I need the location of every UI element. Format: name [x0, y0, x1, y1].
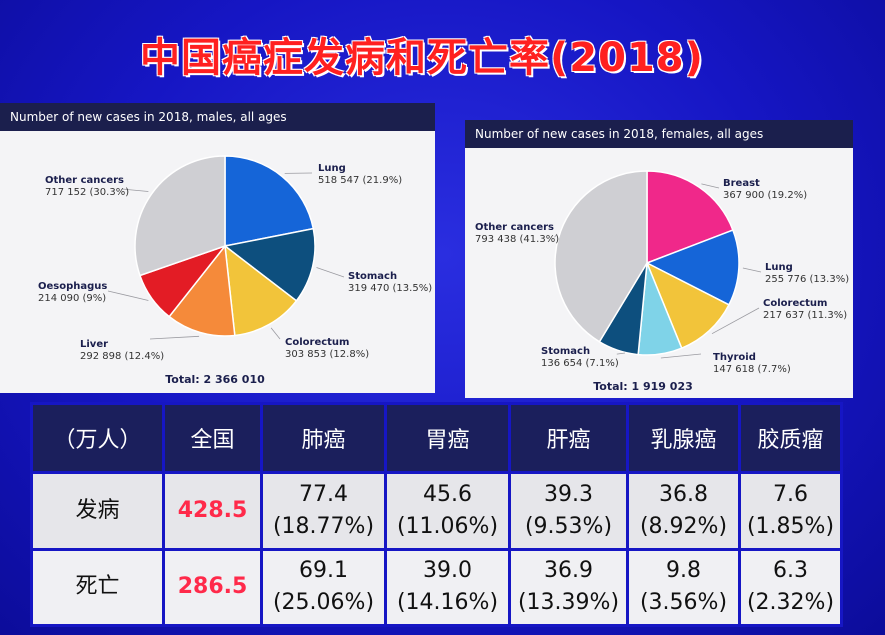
- table-header-row: （万人） 全国 肺癌 胃癌 肝癌 乳腺癌 胶质瘤: [30, 402, 843, 474]
- females-value-label: 136 654 (7.1%): [541, 358, 619, 369]
- header-breast-cancer: 乳腺癌: [626, 402, 741, 474]
- header-liver-cancer: 肝癌: [508, 402, 629, 474]
- cell-value: 77.4: [299, 481, 348, 507]
- females-slice-other-cancers: [554, 170, 648, 343]
- males-value-label: 214 090 (9%): [38, 293, 106, 304]
- females-value-label: 217 637 (11.3%): [763, 310, 847, 321]
- males-value-label: 292 898 (12.4%): [80, 351, 164, 362]
- cell-value: 45.6: [423, 481, 472, 507]
- table-cell: 36.8 (8.92%): [626, 471, 741, 551]
- females-label-lung: Lung: [765, 262, 793, 273]
- cell-percent: (18.77%): [272, 513, 375, 539]
- females-leader-line: [616, 352, 626, 355]
- females-leader-line: [742, 267, 762, 273]
- males-value-label: 717 152 (30.3%): [45, 187, 129, 198]
- males-slice-colorectum: [224, 244, 298, 337]
- table-cell: 9.8 (3.56%): [626, 547, 741, 627]
- males-value-label: 303 853 (12.8%): [285, 349, 369, 360]
- header-unit: （万人）: [30, 402, 165, 474]
- males-label-liver: Liver: [80, 339, 108, 350]
- males-label-lung: Lung: [318, 163, 346, 174]
- cell-percent: (13.39%): [517, 590, 620, 616]
- slide-title: 中国癌症发病和死亡率(2018): [140, 35, 704, 81]
- cell-value: 9.8: [666, 558, 701, 584]
- males-leader-line: [270, 327, 281, 340]
- cell-percent: (14.16%): [396, 590, 499, 616]
- table-cell: 39.0 (14.16%): [384, 547, 511, 627]
- females-leader-line: [711, 307, 760, 335]
- table-row-incidence: 发病 428.5 77.4 (18.77%) 45.6 (11.06%) 39.3 (…: [30, 471, 843, 551]
- males-label-other-cancers: Other cancers: [45, 175, 124, 186]
- table-cell: 36.9 (13.39%): [508, 547, 629, 627]
- chart-panel-males: Number of new cases in 2018, males, all …: [0, 103, 435, 393]
- cell-value: 36.9: [544, 558, 593, 584]
- header-national: 全国: [162, 402, 263, 474]
- females-leader-line: [554, 233, 558, 238]
- table-cell: 6.3 (2.32%): [738, 547, 843, 627]
- cell-value: 39.0: [423, 558, 472, 584]
- males-total-label: Total: 2 366 010: [165, 373, 265, 386]
- females-label-other-cancers: Other cancers: [475, 222, 554, 233]
- males-leader-line: [149, 335, 200, 340]
- males-label-stomach: Stomach: [348, 271, 397, 282]
- header-stomach-cancer: 胃癌: [384, 402, 511, 474]
- females-label-breast: Breast: [723, 178, 760, 189]
- females-leader-line: [701, 183, 720, 189]
- cell-percent: (3.56%): [639, 590, 728, 616]
- chart-title-males: Number of new cases in 2018, males, all …: [0, 103, 435, 131]
- males-label-colorectum: Colorectum: [285, 337, 349, 348]
- cell-percent: (11.06%): [396, 513, 499, 539]
- table-cell: 39.3 (9.53%): [508, 471, 629, 551]
- females-slice-breast: [646, 170, 734, 265]
- row-label-mortality: 死亡: [30, 547, 165, 627]
- table-cell: 45.6 (11.06%): [384, 471, 511, 551]
- table-cell: 77.4 (18.77%): [260, 471, 387, 551]
- males-value-label: 319 470 (13.5%): [348, 283, 432, 294]
- mortality-total: 286.5: [162, 547, 263, 627]
- females-label-stomach: Stomach: [541, 346, 590, 357]
- header-glioma: 胶质瘤: [738, 402, 843, 474]
- males-value-label: 518 547 (21.9%): [318, 175, 402, 186]
- cell-percent: (2.32%): [746, 590, 835, 616]
- table-cell: 69.1 (25.06%): [260, 547, 387, 627]
- males-slice-liver: [168, 244, 236, 337]
- cell-value: 6.3: [773, 558, 808, 584]
- females-value-label: 147 618 (7.7%): [713, 364, 791, 375]
- cell-percent: (25.06%): [272, 590, 375, 616]
- males-leader-line: [316, 267, 345, 278]
- females-label-colorectum: Colorectum: [763, 298, 827, 309]
- header-lung-cancer: 肺癌: [260, 402, 387, 474]
- males-slice-other-cancers: [134, 155, 226, 277]
- males-label-oesophagus: Oesophagus: [38, 281, 107, 292]
- females-value-label: 367 900 (19.2%): [723, 190, 807, 201]
- cell-value: 69.1: [299, 558, 348, 584]
- row-label-incidence: 发病: [30, 471, 165, 551]
- cell-value: 36.8: [659, 481, 708, 507]
- cell-percent: (8.92%): [639, 513, 728, 539]
- table-row-mortality: 死亡 286.5 69.1 (25.06%) 39.0 (14.16%) 36.9 (…: [30, 547, 843, 627]
- females-leader-line: [660, 353, 702, 359]
- cell-value: 39.3: [544, 481, 593, 507]
- males-leader-line: [107, 290, 149, 301]
- males-slice-stomach: [223, 227, 316, 302]
- table-cell: 7.6 (1.85%): [738, 471, 843, 551]
- cell-percent: (9.53%): [524, 513, 613, 539]
- males-leader-line: [121, 188, 149, 192]
- chart-panel-females: Number of new cases in 2018, females, al…: [465, 120, 853, 398]
- males-slice-lung: [224, 155, 315, 247]
- females-slice-colorectum: [645, 261, 730, 350]
- females-value-label: 255 776 (13.3%): [765, 274, 849, 285]
- cell-percent: (1.85%): [746, 513, 835, 539]
- incidence-total: 428.5: [162, 471, 263, 551]
- chart-title-females: Number of new cases in 2018, females, al…: [465, 120, 853, 148]
- females-total-label: Total: 1 919 023: [593, 380, 693, 393]
- cancer-stats-table: （万人） 全国 肺癌 胃癌 肝癌 乳腺癌 胶质瘤 发病 428.5 77.4 (1…: [30, 402, 843, 627]
- females-slice-lung: [645, 229, 740, 306]
- females-label-thyroid: Thyroid: [713, 352, 756, 363]
- females-value-label: 793 438 (41.3%): [475, 234, 559, 245]
- cell-value: 7.6: [773, 481, 808, 507]
